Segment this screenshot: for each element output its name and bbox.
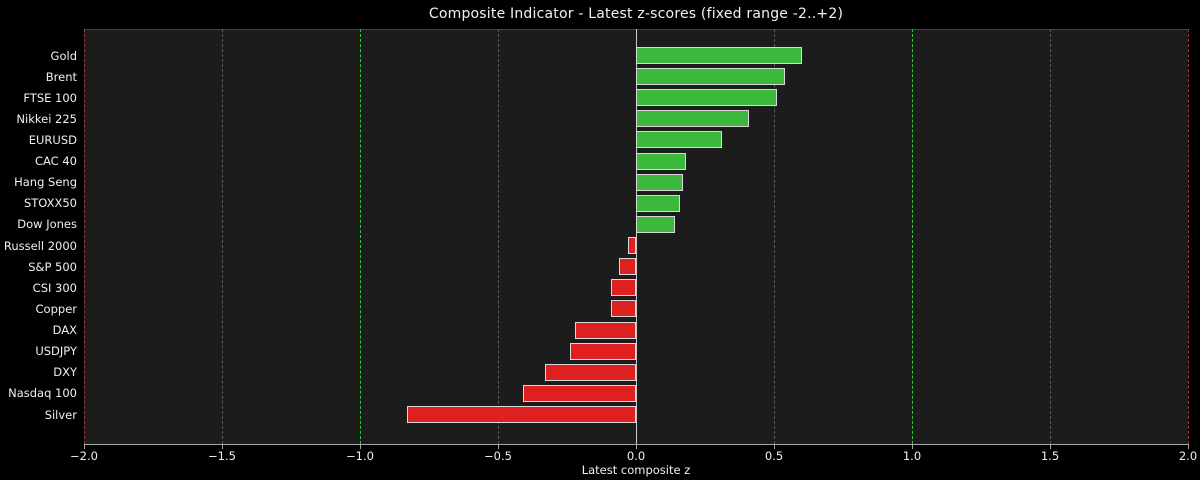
x-tick-label: −1.0 [346,449,374,463]
y-axis-label: Nasdaq 100 [8,386,77,401]
x-tick-label: 1.0 [902,449,922,463]
bar-russell-2000 [627,237,636,255]
y-axis-label: Dow Jones [17,217,77,232]
threshold-line--1 [360,29,361,444]
bar-dow-jones [636,215,675,233]
x-tick-mark [83,444,85,449]
y-axis-label: STOXX50 [23,196,77,211]
bar-brent [636,68,786,86]
bar-gold [636,47,802,64]
zero-line [636,29,637,444]
y-axis-label: S&P 500 [28,259,77,274]
bar-stoxx50 [636,194,681,212]
gridline [774,29,775,444]
y-axis-label: EURUSD [28,132,77,147]
bar-eurusd [636,131,722,149]
x-tick-mark [773,444,775,449]
y-axis-label: Russell 2000 [3,238,77,253]
y-axis-label: Copper [35,301,77,316]
x-tick-label: 1.5 [1040,449,1060,463]
y-axis-label: Nikkei 225 [16,111,77,126]
gridline [222,29,223,444]
bar-copper [611,300,636,318]
bar-usdjpy [569,342,636,360]
y-axis-label: DXY [53,365,77,380]
bar-hang-seng [636,173,683,191]
x-axis-title: Latest composite z [581,463,691,477]
y-axis-label: Brent [45,69,77,84]
gridline [498,29,499,444]
y-axis-label: DAX [52,323,77,338]
chart-title: Composite Indicator - Latest z-scores (f… [428,6,844,22]
x-tick-mark [221,444,223,449]
y-axis-label: Gold [50,48,77,63]
bar-csi-300 [611,279,636,297]
y-axis-label: Silver [44,407,77,422]
y-axis-label: USDJPY [35,344,77,359]
x-tick-label: 2.0 [1178,449,1198,463]
y-axis-label: CSI 300 [32,280,77,295]
bar-nikkei-225 [636,110,750,128]
x-tick-label: −0.5 [484,449,512,463]
range-limit-line--2 [84,29,85,444]
x-tick-mark [1187,444,1189,449]
x-tick-mark [359,444,361,449]
gridline [1050,29,1051,444]
x-tick-mark [497,444,499,449]
x-tick-mark [1049,444,1051,449]
x-tick-mark [911,444,913,449]
x-axis-line [84,444,1188,446]
bar-cac-40 [636,152,686,170]
bar-dax [575,321,636,339]
bar-dxy [544,363,636,381]
y-axis-label: FTSE 100 [23,90,77,105]
x-tick-mark [635,444,637,449]
y-axis-label: Hang Seng [14,175,77,190]
bar-silver [406,406,636,423]
threshold-line-1 [912,29,913,444]
bar-ftse-100 [636,89,777,107]
x-tick-label: 0.0 [626,449,646,463]
x-tick-label: −1.5 [208,449,236,463]
bar-s-p-500 [619,258,636,276]
x-tick-label: 0.5 [764,449,784,463]
y-axis-label: CAC 40 [34,154,77,169]
bar-nasdaq-100 [522,384,636,402]
range-limit-line-2 [1188,29,1189,444]
x-tick-label: −2.0 [70,449,98,463]
